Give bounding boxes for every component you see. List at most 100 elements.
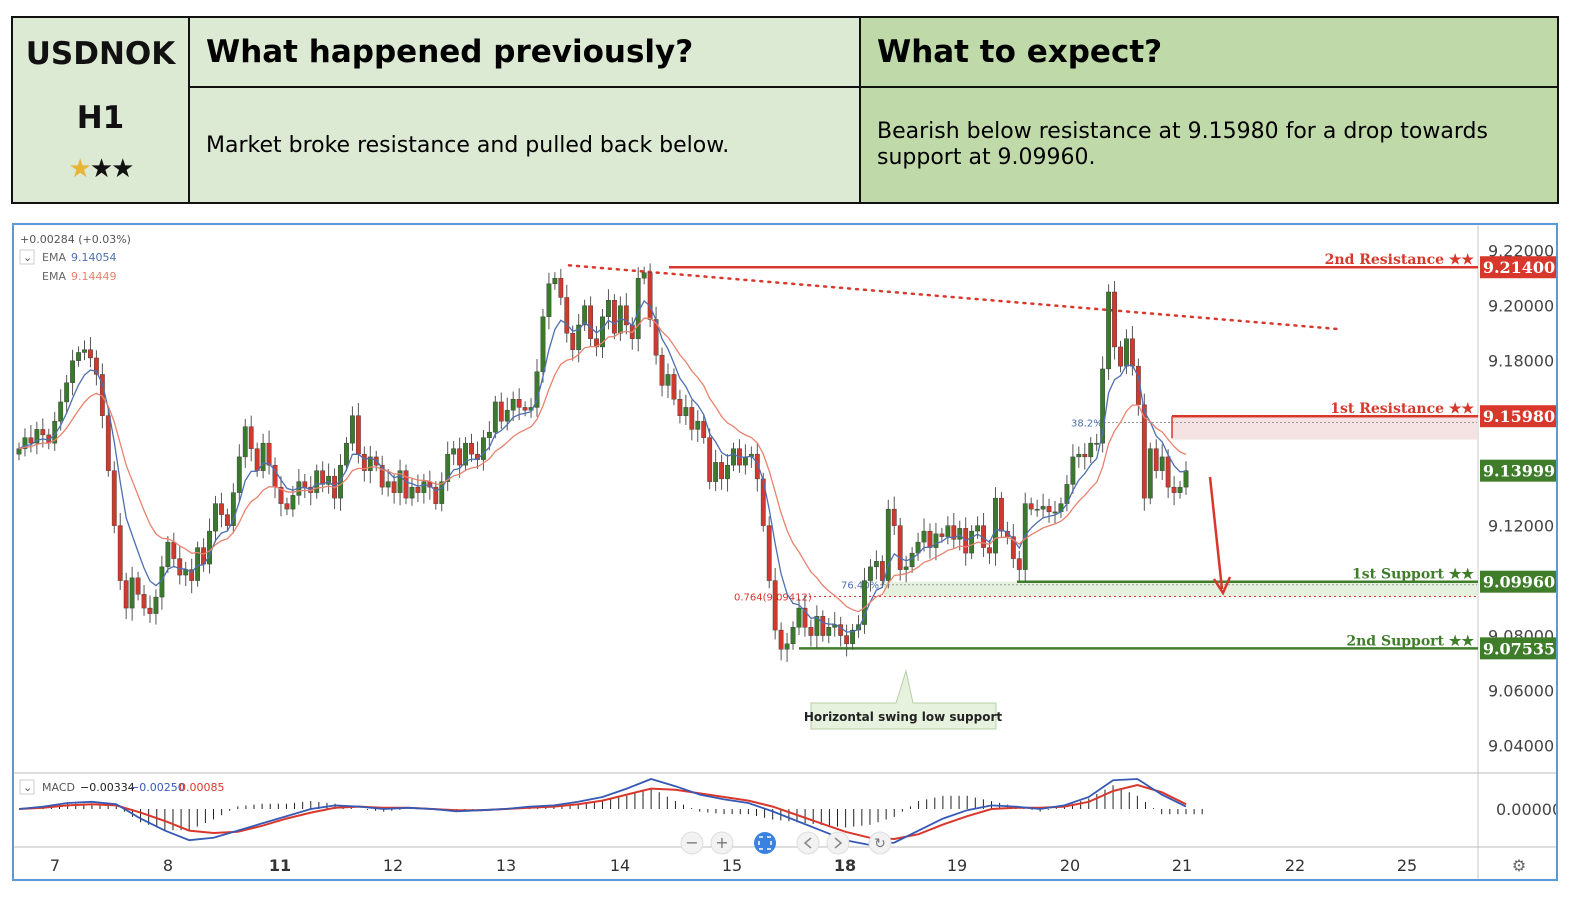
candle-body: [999, 497, 1004, 532]
candle-body: [1112, 291, 1117, 348]
candle-body: [463, 442, 468, 466]
candle-body: [189, 569, 195, 581]
candle-body: [1076, 453, 1082, 458]
candle-body: [1082, 453, 1088, 458]
price-tag: [1480, 637, 1556, 660]
level-name-label: 2nd Support ★★: [1346, 633, 1474, 649]
candle-body: [1010, 536, 1016, 559]
candle-body: [742, 456, 748, 466]
x-tick-label: 13: [496, 856, 516, 875]
macd-value: −0.00334: [80, 781, 135, 794]
candle-body: [469, 442, 474, 455]
timeframe-label: H1: [76, 100, 125, 136]
y-tick-label: 9.04000: [1488, 737, 1554, 756]
x-tick-label: 25: [1397, 856, 1417, 875]
candle-body: [957, 528, 963, 540]
candle-body: [16, 448, 22, 455]
expect-heading: What to expect?: [859, 16, 1559, 88]
candle-body: [1028, 503, 1034, 510]
candle-body: [254, 448, 260, 471]
chevron-down-icon: ⌄: [23, 781, 32, 794]
candle-body: [713, 462, 719, 482]
price-change-label: +0.00284 (+0.03%): [20, 233, 131, 246]
price-tag: [1480, 405, 1556, 428]
y-tick-label: 9.20000: [1488, 297, 1554, 316]
candle-body: [82, 349, 87, 353]
gear-icon[interactable]: ⚙: [1512, 856, 1526, 875]
candle-body: [105, 415, 111, 471]
candle-body: [1088, 442, 1094, 458]
projection-arrow-head: [1212, 576, 1232, 596]
level-name-label: 2nd Resistance ★★: [1325, 252, 1475, 268]
candle-body: [790, 627, 796, 645]
candle-body: [219, 503, 224, 515]
collapse-macd-button[interactable]: [19, 779, 35, 795]
candle-body: [379, 464, 385, 488]
x-tick-label: 14: [610, 856, 630, 875]
candle-body: [588, 305, 593, 339]
candle-body: [439, 481, 445, 504]
projection-arrow: [1208, 476, 1224, 590]
candle-body: [951, 525, 957, 540]
fit-screen-icon: [758, 836, 772, 850]
candle-body: [236, 456, 242, 493]
macd-value: −0.00250: [130, 781, 185, 794]
candle-body: [677, 398, 683, 416]
candle-body: [385, 481, 391, 488]
collapse-legend-button[interactable]: [19, 249, 35, 265]
candle-body: [641, 272, 647, 279]
macd-tick-label: 0.00000: [1496, 800, 1556, 819]
support-zone: [884, 581, 1477, 597]
star-empty-icon: ★: [111, 154, 134, 184]
candle-body: [28, 437, 34, 444]
star-empty-icon: ★: [89, 154, 113, 184]
candle-body: [754, 453, 760, 480]
price-chart[interactable]: 9.040009.060009.080009.100009.120009.140…: [12, 223, 1558, 881]
candle-body: [1171, 486, 1177, 493]
candle-body: [1052, 511, 1058, 514]
candle-body: [260, 442, 266, 471]
y-tick-label: 9.22000: [1488, 242, 1554, 261]
callout-label: Horizontal swing low support: [804, 710, 1003, 724]
expect-text: Bearish below resistance at 9.15980 for …: [859, 86, 1559, 204]
candle-body: [492, 401, 498, 433]
zoom-in-icon: +: [715, 833, 728, 852]
candle-body: [314, 470, 320, 493]
candle-body: [1124, 338, 1129, 367]
candle-body: [1094, 442, 1100, 445]
candle-body: [933, 533, 939, 548]
chart-canvas[interactable]: 9.040009.060009.080009.100009.120009.140…: [14, 225, 1556, 879]
candle-body: [224, 514, 230, 526]
candle-body: [689, 407, 695, 430]
macd-label: MACD: [42, 781, 75, 794]
macd-signal-line: [18, 783, 1187, 841]
candle-body: [647, 272, 653, 320]
candle-body: [719, 462, 724, 480]
candle-body: [850, 629, 855, 645]
scroll-right-button[interactable]: [826, 831, 850, 855]
zoom-out-button[interactable]: [680, 831, 704, 855]
candle-body: [64, 382, 70, 403]
candle-body: [1147, 448, 1153, 499]
fit-screen-button[interactable]: [754, 832, 776, 854]
candle-body: [987, 547, 992, 554]
candle-body: [582, 305, 588, 326]
chevron-right-icon: [834, 837, 843, 849]
candle-body: [433, 486, 439, 504]
price-tag: [1480, 570, 1556, 593]
zoom-in-button[interactable]: [710, 831, 734, 855]
candle-body: [868, 566, 873, 581]
candle-body: [177, 558, 183, 576]
candle-body: [326, 475, 332, 485]
candle-body: [552, 278, 558, 284]
chevron-down-icon: ⌄: [23, 251, 32, 264]
candle-body: [207, 530, 212, 565]
price-tag: [1480, 459, 1556, 482]
candle-body: [486, 431, 492, 438]
scroll-left-button[interactable]: [796, 831, 820, 855]
candle-body: [1106, 291, 1111, 370]
candle-body: [481, 437, 486, 460]
rating-stars: ★★★: [13, 154, 188, 184]
candle-body: [40, 429, 46, 436]
reset-chart-button[interactable]: [868, 831, 892, 855]
